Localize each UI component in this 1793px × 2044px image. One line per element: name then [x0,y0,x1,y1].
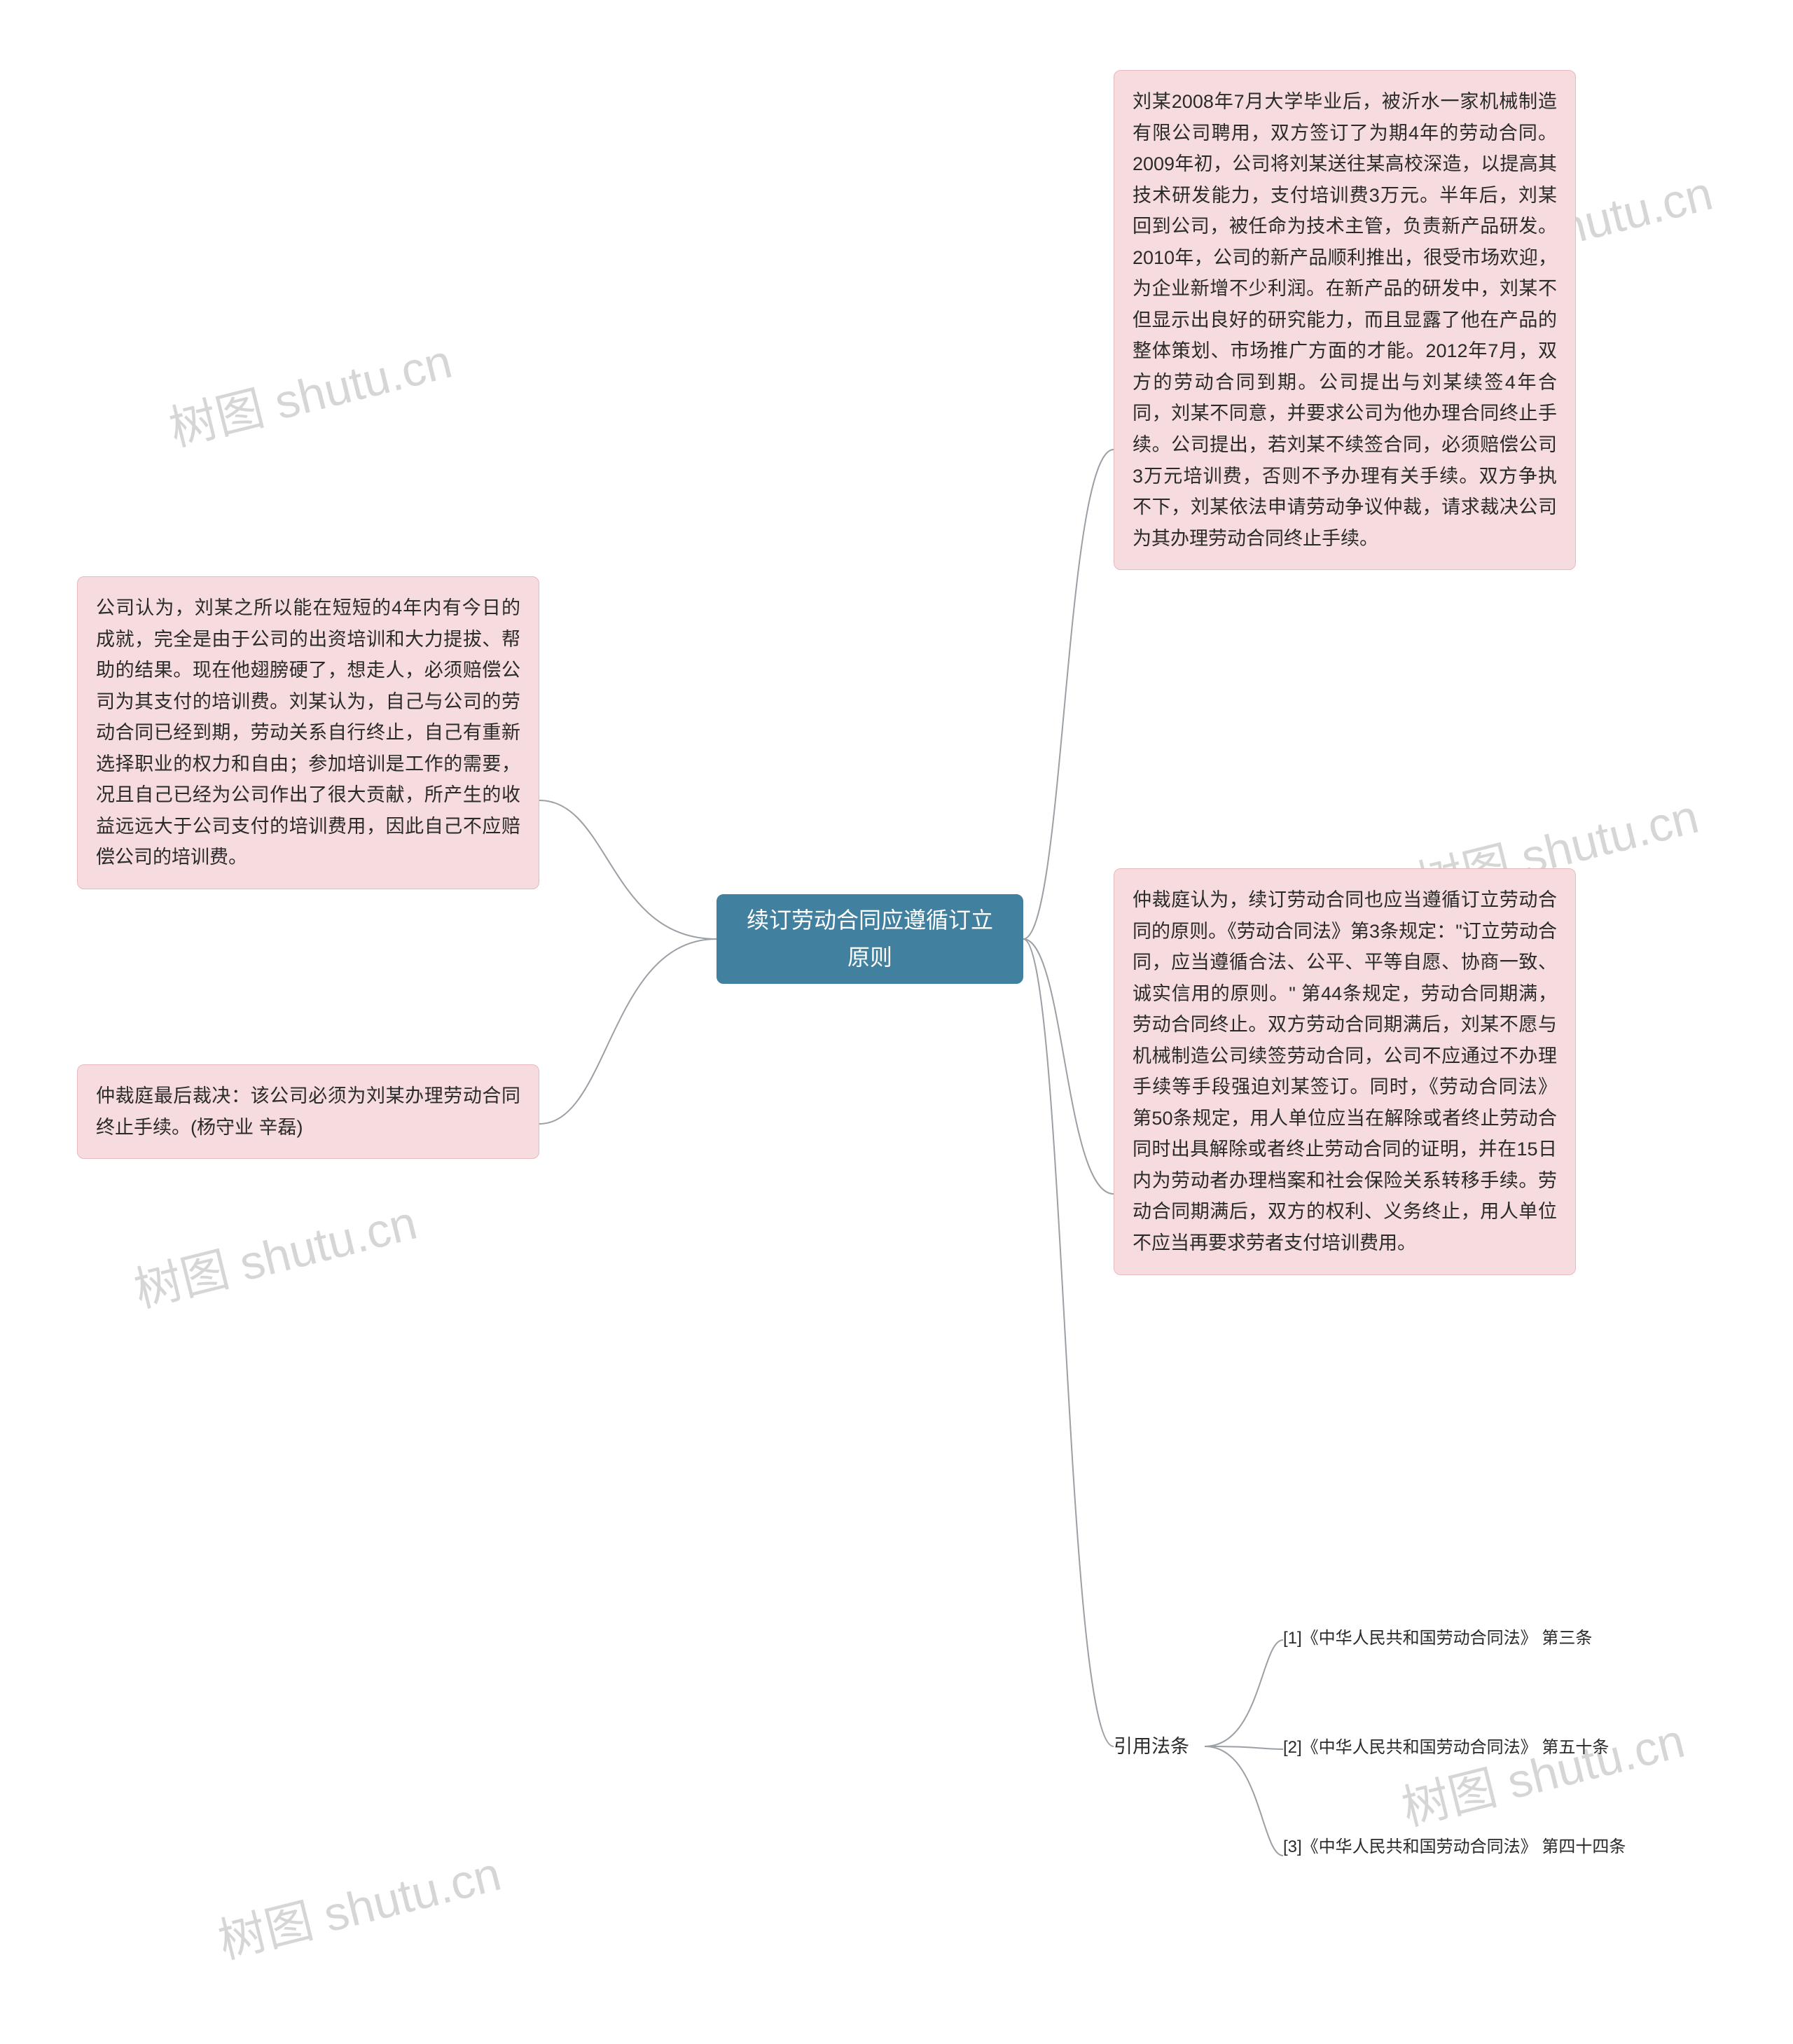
left-ruling-node: 仲裁庭最后裁决：该公司必须为刘某办理劳动合同终止手续。(杨守业 辛磊) [77,1064,539,1159]
citation-item: [2]《中华人民共和国劳动合同法》 第五十条 [1283,1735,1731,1760]
watermark: 树图 shutu.cn [126,1183,423,1321]
watermark: 树图 shutu.cn [161,322,458,459]
right-reasoning-node: 仲裁庭认为，续订劳动合同也应当遵循订立劳动合同的原则。《劳动合同法》第3条规定：… [1114,868,1576,1275]
citation-item: [1]《中华人民共和国劳动合同法》 第三条 [1283,1626,1731,1651]
watermark: 树图 shutu.cn [210,1835,507,1972]
root-node: 续订劳动合同应遵循订立原则 [716,894,1023,984]
watermark: 树图 shutu.cn [1394,1702,1691,1839]
right-facts-node: 刘某2008年7月大学毕业后，被沂水一家机械制造有限公司聘用，双方签订了为期4年… [1114,70,1576,570]
citation-item: [3]《中华人民共和国劳动合同法》 第四十四条 [1283,1835,1731,1860]
mindmap-canvas: 树图 shutu.cn 树图 shutu.cn 树图 shutu.cn 树图 s… [0,0,1793,2044]
left-opinion-node: 公司认为，刘某之所以能在短短的4年内有今日的成就，完全是由于公司的出资培训和大力… [77,576,539,889]
citations-label: 引用法条 [1114,1731,1189,1758]
